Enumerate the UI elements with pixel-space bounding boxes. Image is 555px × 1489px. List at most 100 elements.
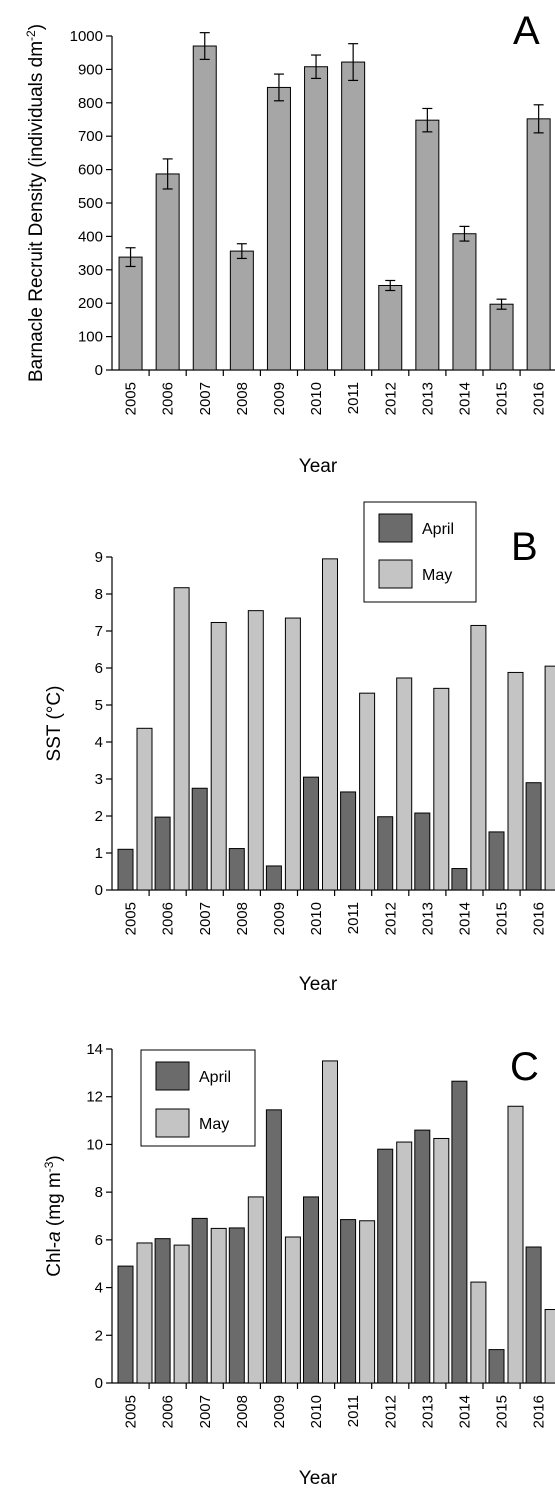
y-tick-label: 3 xyxy=(95,771,103,788)
y-tick-label: 10 xyxy=(86,1136,103,1153)
x-tick-label: 2011 xyxy=(345,902,362,934)
legend: April May xyxy=(363,501,477,603)
x-tick-label: 2015 xyxy=(494,382,511,415)
x-tick-label: 2013 xyxy=(419,382,436,415)
bar-april-2013 xyxy=(414,812,431,891)
y-tick-label: 8 xyxy=(95,1184,103,1201)
y-tick-label: 12 xyxy=(86,1089,103,1106)
bar-density-2016 xyxy=(526,118,551,371)
bar-density-2012 xyxy=(378,284,403,371)
legend-label-may: May xyxy=(199,1116,229,1133)
y-tick-label: 1000 xyxy=(70,28,103,45)
bar-may-2015 xyxy=(507,1105,524,1384)
panel-letter: C xyxy=(510,1045,539,1089)
x-tick-label: 2015 xyxy=(494,902,511,935)
x-tick-label: 2014 xyxy=(456,1395,473,1428)
bar-may-2010 xyxy=(322,558,338,891)
x-axis-title: Year xyxy=(299,1468,338,1489)
x-tick-label: 2006 xyxy=(160,382,177,415)
bar-april-2013 xyxy=(414,1129,431,1384)
y-tick-label: 6 xyxy=(95,1232,103,1249)
bar-april-2008 xyxy=(228,1227,245,1384)
bar-may-2011 xyxy=(359,692,376,891)
bar-density-2005 xyxy=(118,256,143,371)
legend-label-may: May xyxy=(422,567,452,584)
bar-may-2005 xyxy=(136,1242,153,1384)
bar-may-2007 xyxy=(210,621,227,891)
bar-april-2008 xyxy=(228,848,245,891)
y-tick-label: 2 xyxy=(95,1327,103,1344)
legend-swatch-april xyxy=(155,1061,190,1091)
bar-april-2006 xyxy=(154,816,171,891)
legend-label-april: April xyxy=(422,521,454,538)
legend-swatch-may xyxy=(155,1108,190,1138)
chart-panel-b: B 0 1 2 3 4 5 6 7 8 9 2005 2006 2007 2008 2009 2010 2011 2… xyxy=(44,501,555,995)
x-tick-label: 2008 xyxy=(234,902,251,935)
legend: April May xyxy=(140,1049,256,1147)
bar-may-2011 xyxy=(359,1220,376,1384)
legend-label-april: April xyxy=(199,1069,231,1086)
bar-may-2007 xyxy=(210,1227,227,1384)
bar-april-2007 xyxy=(191,787,208,891)
bar-may-2016 xyxy=(544,665,555,891)
bar-density-2008 xyxy=(229,250,254,371)
x-tick-label: 2016 xyxy=(531,902,548,935)
bar-density-2013 xyxy=(415,119,440,371)
bar-may-2013 xyxy=(433,687,450,891)
y-axis-title-close: ) xyxy=(44,1155,65,1161)
y-tick-label: 400 xyxy=(78,228,103,245)
y-tick-label: 2 xyxy=(95,808,103,825)
x-tick-label: 2016 xyxy=(531,382,548,415)
x-tick-label: 2009 xyxy=(271,382,288,415)
y-tick-label: 300 xyxy=(78,262,103,279)
bar-april-2011 xyxy=(340,1219,357,1384)
y-tick-label: 0 xyxy=(95,362,103,379)
y-axis-title-sup: -2 xyxy=(24,30,38,41)
x-tick-label: 2012 xyxy=(382,1395,399,1428)
bar-density-2009 xyxy=(266,86,291,371)
y-tick-label: 900 xyxy=(78,61,103,78)
y-tick-label: 700 xyxy=(78,128,103,145)
x-tick-label: 2007 xyxy=(197,1395,214,1428)
bar-may-2014 xyxy=(470,624,487,891)
bar-density-2010 xyxy=(304,66,329,371)
y-axis-title-text: Barnacle Recruit Density (individuals dm xyxy=(26,41,47,382)
panel-letter: A xyxy=(513,9,540,53)
bar-april-2016 xyxy=(525,1246,542,1384)
x-tick-label: 2014 xyxy=(456,902,473,935)
chart-panel-a: A 0 100 200 300 400 500 600 700 800 900 1000 2005 200… xyxy=(24,9,555,477)
x-tick-label: 2010 xyxy=(308,1395,325,1428)
bar-april-2005 xyxy=(117,848,134,891)
x-tick-label: 2008 xyxy=(234,382,251,415)
bar-april-2016 xyxy=(525,782,542,891)
bar-may-2008 xyxy=(247,610,264,891)
chart-panel-c: C 0 2 4 6 8 10 12 14 2005 2006 2007 2008 2009 2010 2011… xyxy=(42,1041,555,1489)
x-tick-label: 2005 xyxy=(123,902,140,935)
bar-may-2009 xyxy=(284,617,301,891)
x-tick-label: 2012 xyxy=(382,902,399,935)
y-tick-label: 100 xyxy=(78,329,103,346)
y-tick-label: 7 xyxy=(95,623,103,640)
bar-april-2009 xyxy=(265,1109,282,1384)
x-tick-label: 2010 xyxy=(308,382,325,415)
x-tick-label: 2006 xyxy=(160,902,177,935)
bar-may-2006 xyxy=(173,1244,190,1384)
y-tick-label: 4 xyxy=(95,1280,103,1297)
legend-swatch-may xyxy=(378,559,413,589)
bar-density-2011 xyxy=(341,61,366,371)
x-tick-label: 2010 xyxy=(308,902,325,935)
bar-april-2006 xyxy=(154,1238,171,1384)
bar-april-2011 xyxy=(340,791,357,891)
y-axis-title: Barnacle Recruit Density (individuals dm… xyxy=(24,24,47,382)
x-tick-label: 2007 xyxy=(197,382,214,415)
y-axis-title: Chl-a (mg m-3) xyxy=(42,1155,65,1277)
y-tick-label: 0 xyxy=(95,882,103,899)
y-tick-label: 4 xyxy=(95,734,103,751)
y-tick-label: 0 xyxy=(95,1375,103,1392)
x-tick-label: 2013 xyxy=(419,902,436,935)
x-tick-label: 2008 xyxy=(234,1395,251,1428)
y-axis-title-prefix: Chl- xyxy=(44,1242,65,1277)
y-tick-label: 9 xyxy=(95,549,103,566)
bar-april-2014 xyxy=(451,868,468,891)
